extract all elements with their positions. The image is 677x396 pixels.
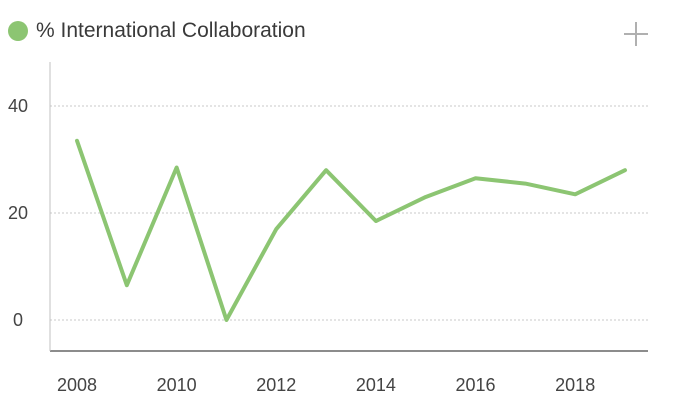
series-line (75, 138, 627, 322)
y-tick-label: 40 (8, 96, 28, 116)
legend-dot (8, 21, 28, 41)
x-tick-label: 2012 (256, 375, 296, 395)
x-tick-label: 2016 (456, 375, 496, 395)
chart-header: % International Collaboration (8, 19, 306, 43)
chart-title: % International Collaboration (36, 19, 306, 42)
x-tick-label: 2008 (57, 375, 97, 395)
x-tick-label: 2010 (157, 375, 197, 395)
grid-lines (50, 105, 648, 321)
x-tick-label: 2014 (356, 375, 396, 395)
y-tick-label: 0 (13, 310, 23, 330)
plus-icon[interactable] (622, 20, 650, 48)
y-tick-label: 20 (8, 203, 28, 223)
y-tick-labels: 0 20 40 (8, 96, 28, 330)
x-tick-label: 2018 (555, 375, 595, 395)
x-tick-labels: 2008 2010 2012 2014 2016 2018 (57, 375, 595, 395)
